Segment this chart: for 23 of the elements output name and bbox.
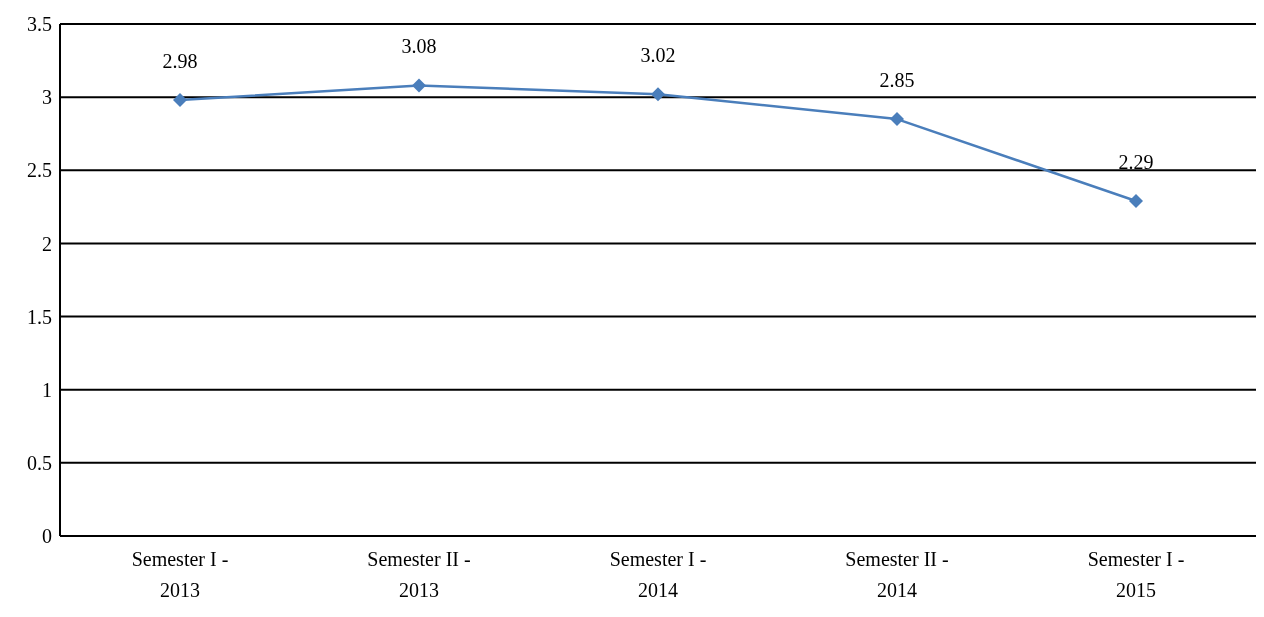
data-label: 3.02 bbox=[640, 44, 676, 67]
data-label: 2.98 bbox=[162, 50, 198, 73]
y-tick-label: 0 bbox=[42, 525, 52, 548]
data-label: 3.08 bbox=[401, 35, 437, 58]
y-tick-label: 1 bbox=[42, 378, 52, 401]
point bbox=[412, 78, 426, 93]
point bbox=[1129, 194, 1143, 209]
y-tick-label: 0.5 bbox=[27, 451, 52, 474]
y-tick-label: 2 bbox=[42, 232, 52, 255]
x-tick-label: Semester II - 2014 bbox=[845, 548, 949, 601]
y-tick-label: 3 bbox=[42, 86, 52, 109]
data-label: 2.85 bbox=[879, 69, 915, 92]
point bbox=[890, 112, 904, 127]
y-tick-label: 3.5 bbox=[27, 13, 52, 36]
y-tick-label: 1.5 bbox=[27, 305, 52, 328]
x-tick-label: Semester II - 2013 bbox=[367, 548, 471, 601]
point bbox=[173, 93, 187, 108]
x-tick-label: Semester I - 2014 bbox=[609, 548, 707, 601]
y-tick-label: 2.5 bbox=[27, 159, 52, 182]
data-label: 2.29 bbox=[1118, 151, 1154, 174]
x-tick-label: Semester I - 2013 bbox=[131, 548, 229, 601]
x-tick-label: Semester I - 2015 bbox=[1087, 548, 1185, 601]
point bbox=[651, 87, 665, 102]
